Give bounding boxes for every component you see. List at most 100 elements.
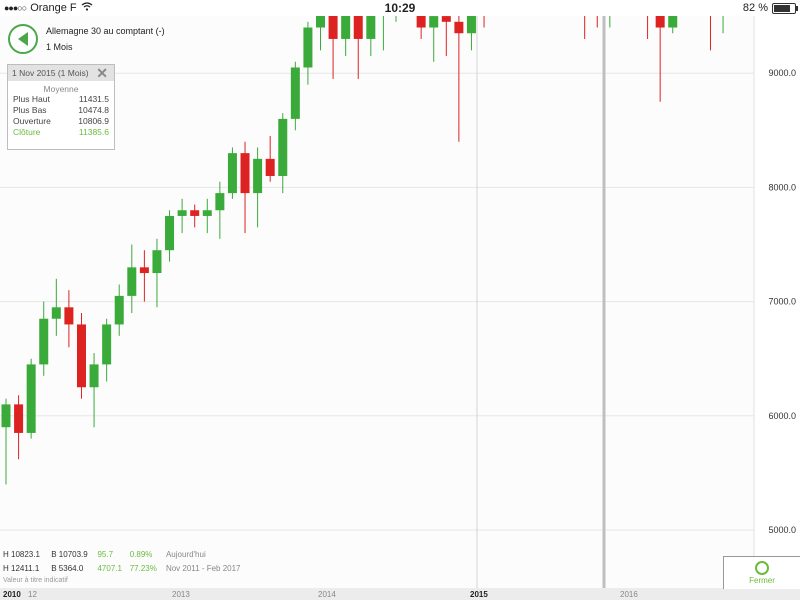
candle-body (265, 158, 275, 176)
y-tick-label: 5000.0 (768, 525, 796, 535)
candle[interactable] (1, 398, 11, 485)
candle-body (416, 16, 426, 28)
price-chart[interactable]: 5000.06000.07000.08000.09000.010000.0110… (0, 16, 800, 600)
candle[interactable] (127, 244, 137, 314)
candle-body (51, 307, 61, 319)
today-label: Aujourd'hui (165, 550, 206, 559)
period-low: B 5364.0 (51, 564, 84, 573)
candle-body (39, 318, 49, 365)
back-arrow-icon (18, 32, 28, 46)
candle[interactable] (76, 313, 86, 399)
candle-body (102, 324, 112, 365)
period-high: H 12411.1 (3, 564, 40, 573)
candle[interactable] (416, 16, 426, 39)
candle-body (278, 118, 288, 176)
plot-area (0, 16, 754, 590)
close-icon[interactable]: ✕ (96, 65, 108, 81)
candle[interactable] (341, 16, 351, 57)
status-time: 10:29 (384, 1, 416, 15)
stats-today: H 10823.1 B 10703.9 95.7 0.89% Aujourd'h… (3, 550, 206, 559)
candle-body (114, 295, 124, 325)
candle[interactable] (278, 113, 288, 194)
info-box-date: 1 Nov 2015 (1 Mois) (12, 68, 89, 78)
back-button[interactable] (8, 24, 38, 54)
candle[interactable] (454, 16, 464, 142)
candle-body (454, 21, 464, 34)
candle[interactable] (152, 238, 162, 308)
stats-period: H 12411.1 B 5364.0 4707.1 77.23% Nov 201… (3, 564, 241, 573)
x-label-2010: 2010 (3, 590, 21, 599)
candle[interactable] (240, 141, 250, 234)
candle-body (429, 16, 439, 28)
timeframe-label[interactable]: 1 Mois (46, 42, 73, 52)
today-pct: 0.89% (129, 550, 153, 559)
info-box-section: Moyenne (43, 84, 79, 94)
candle[interactable] (39, 301, 49, 376)
candle-body (240, 153, 250, 194)
y-tick-label: 8000.0 (768, 182, 796, 192)
candle[interactable] (26, 358, 36, 439)
info-row-high: Plus Haut 11431.5 (13, 94, 109, 104)
candle[interactable] (177, 198, 187, 234)
battery-icon (772, 2, 798, 14)
candle-body (165, 215, 175, 251)
candle[interactable] (366, 16, 376, 57)
candle-body (466, 16, 476, 34)
candle[interactable] (655, 16, 665, 102)
candle[interactable] (139, 250, 149, 302)
candle[interactable] (202, 198, 212, 234)
candle[interactable] (328, 16, 338, 79)
candle[interactable] (114, 284, 124, 336)
status-left: ●●●○○ Orange F (4, 2, 93, 14)
candle-body (366, 16, 376, 39)
close-button[interactable]: Fermer (723, 556, 800, 589)
x-label-2015: 2015 (470, 590, 488, 599)
candle[interactable] (668, 16, 678, 34)
x-label-2016: 2016 (620, 590, 638, 599)
x-label-2014: 2014 (318, 590, 336, 599)
candle-body (127, 267, 137, 296)
candle-body (441, 16, 451, 22)
candle-body (655, 16, 665, 28)
x-label-2013: 2013 (172, 590, 190, 599)
candle[interactable] (303, 21, 313, 85)
candle[interactable] (353, 16, 363, 79)
candle[interactable] (190, 204, 200, 228)
candle[interactable] (379, 16, 388, 51)
info-row-close: Clôture 11385.6 (13, 127, 109, 137)
candle[interactable] (706, 16, 715, 51)
candle-body (353, 16, 363, 39)
candle-body (26, 364, 36, 433)
candle-body (139, 267, 149, 274)
candle[interactable] (316, 16, 325, 51)
candle[interactable] (265, 136, 275, 182)
battery-percent: 82 % (742, 2, 768, 14)
close-button-label: Fermer (749, 576, 775, 585)
candle-body (215, 193, 225, 211)
candle[interactable] (429, 16, 439, 62)
candle[interactable] (466, 16, 476, 51)
candle-body (290, 67, 300, 119)
candle[interactable] (290, 61, 300, 131)
candle-body (668, 16, 678, 28)
candle-body (89, 364, 99, 388)
period-label: Nov 2011 - Feb 2017 (165, 564, 241, 573)
candle[interactable] (102, 318, 112, 382)
y-tick-label: 9000.0 (768, 68, 796, 78)
candle[interactable] (227, 147, 237, 199)
candle[interactable] (89, 352, 99, 428)
candle[interactable] (253, 147, 263, 228)
candle[interactable] (51, 278, 61, 336)
candle-body (341, 16, 351, 39)
status-bar: ●●●○○ Orange F 10:29 82 % (0, 0, 800, 16)
candle[interactable] (165, 210, 175, 262)
candle-body (328, 16, 338, 39)
info-row-open: Ouverture 10806.9 (13, 116, 109, 126)
instrument-title: Allemagne 30 au comptant (-) (46, 26, 165, 36)
candle-body (190, 210, 200, 216)
candle[interactable] (441, 16, 451, 57)
candle[interactable] (215, 181, 225, 239)
candle[interactable] (64, 290, 74, 348)
candle-body (1, 404, 11, 428)
candle[interactable] (14, 395, 24, 460)
